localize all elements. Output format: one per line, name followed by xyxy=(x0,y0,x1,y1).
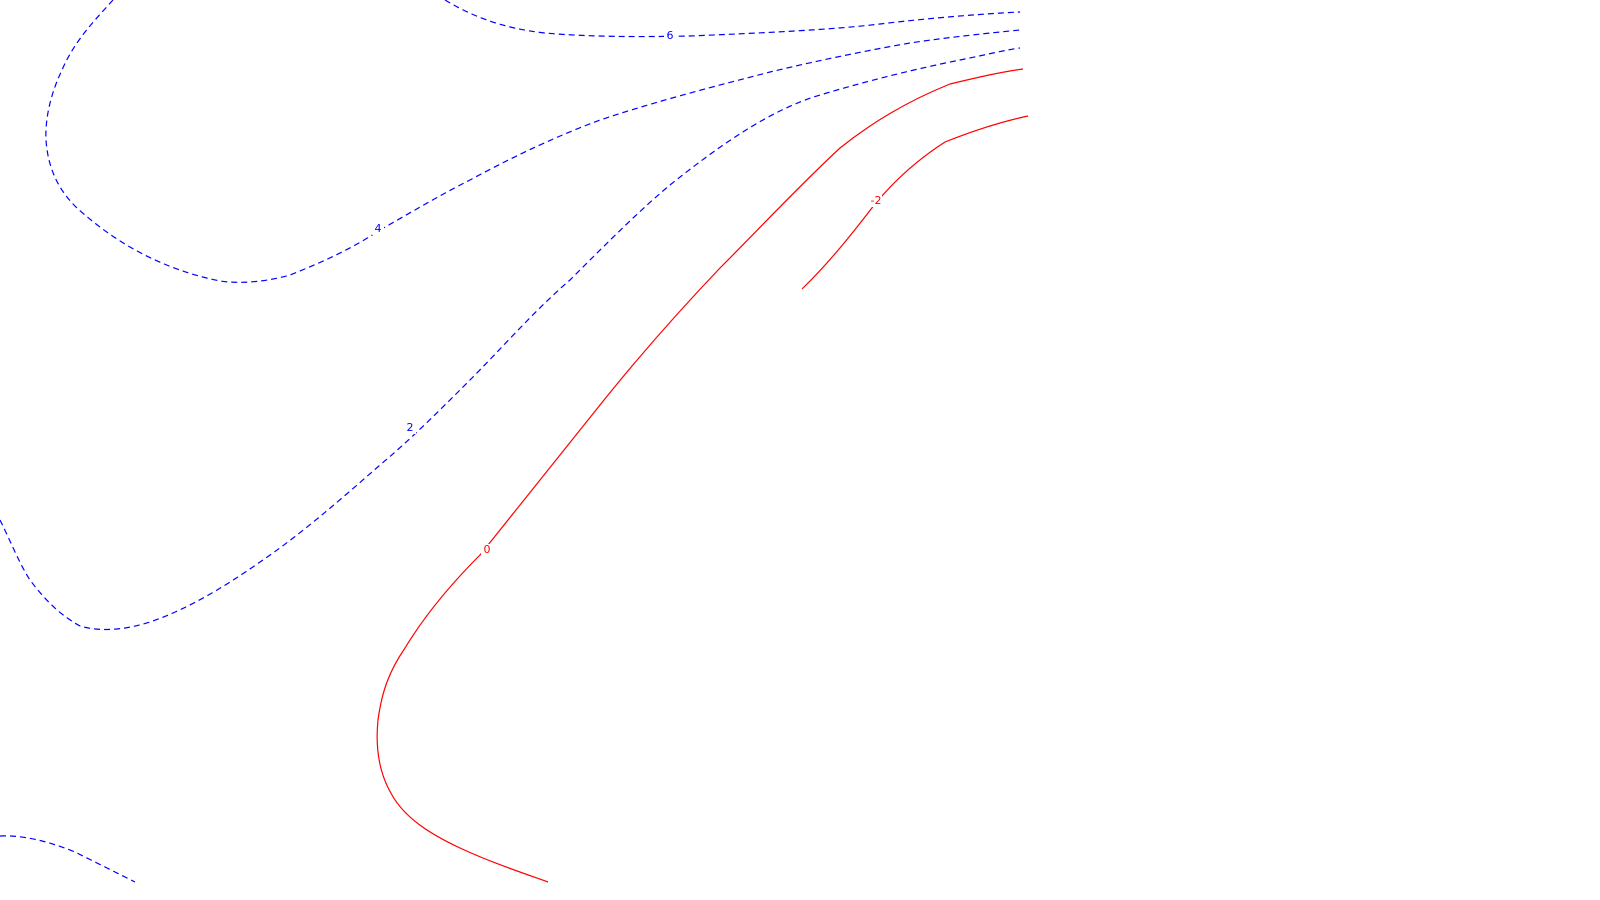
contour-label-bg-level-2 xyxy=(404,422,416,434)
contour-labels: 6 4 2 0 -2 xyxy=(372,29,882,556)
contour-line-level-2-1 xyxy=(0,47,1021,631)
contour-line-level-6-1 xyxy=(444,0,1021,38)
contour-label-bg-level-0 xyxy=(481,544,493,556)
contour-line-level-2-2 xyxy=(0,835,136,883)
contour-label-bg-level-4 xyxy=(372,223,384,235)
contour-label-level-neg2: -2 xyxy=(871,194,882,207)
contour-line-level-6-2 xyxy=(45,0,1021,283)
contour-label-level-0: 0 xyxy=(484,543,491,556)
contour-label-bg-level-neg2 xyxy=(870,195,882,207)
contour-label-level-2: 2 xyxy=(407,421,414,434)
contour-label-bg-level-6 xyxy=(664,30,676,42)
contour-line-level-neg2-1 xyxy=(801,115,1029,290)
contour-lines xyxy=(0,0,1029,883)
contour-line-level-0-1 xyxy=(376,68,1024,883)
contour-label-level-6: 6 xyxy=(667,29,674,42)
contour-label-level-4: 4 xyxy=(375,222,382,235)
